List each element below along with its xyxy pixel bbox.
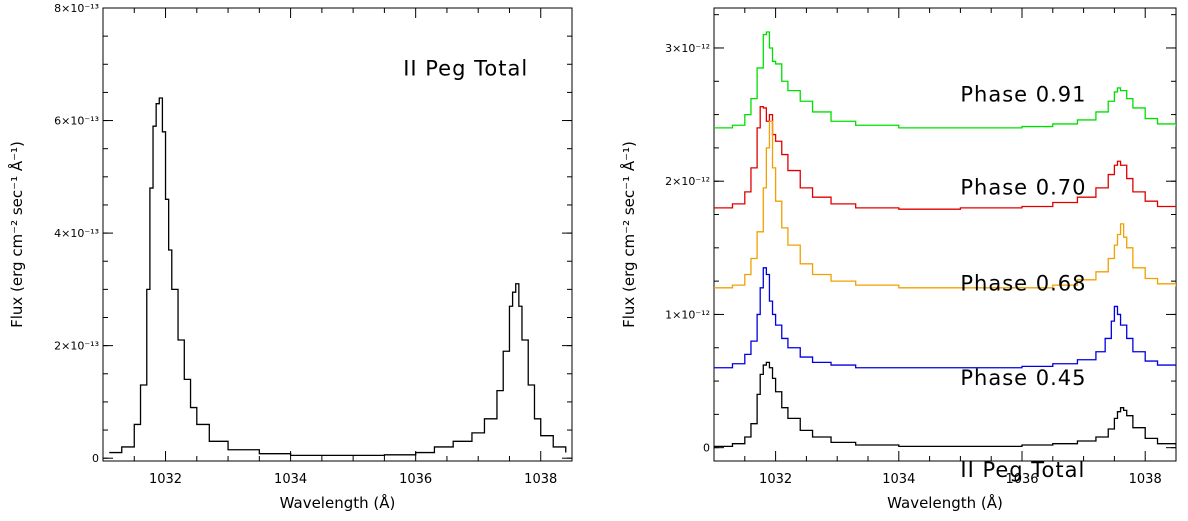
series-line: [714, 31, 1176, 129]
x-tick-label: 1032: [759, 472, 792, 487]
annotation-label: Phase 0.70: [960, 176, 1086, 200]
annotation-label: II Peg Total: [403, 57, 528, 81]
x-tick-label: 1038: [524, 472, 557, 487]
x-tick-label: 1032: [149, 472, 182, 487]
plot-frame: [713, 7, 1177, 462]
x-axis-title: Wavelength (Å): [887, 493, 1003, 512]
annotation-label: Phase 0.45: [960, 366, 1086, 390]
x-tick-label: 1034: [882, 472, 915, 487]
x-tick-label: 1034: [274, 472, 307, 487]
y-tick-label: 2×10⁻¹²: [665, 175, 710, 188]
y-tick-label: 0: [703, 442, 710, 455]
y-axis-title: Flux (erg cm⁻² sec⁻¹ Å⁻¹): [7, 141, 26, 328]
chart-right: 1032 1034 1036 1038 0 1×10⁻¹² 2×10⁻¹² 3×10⁻¹² Wa…: [619, 7, 1177, 512]
annotation-label: Phase 0.68: [960, 271, 1086, 295]
chart-left: 1032 1034 1036 1038 0 2×10⁻¹³ 4×10⁻¹³ 6×10⁻¹³ 8×…: [7, 2, 573, 512]
y-tick-label: 0: [92, 452, 99, 465]
x-tick-label: 1036: [399, 472, 432, 487]
y-tick-label: 3×10⁻¹²: [665, 42, 710, 55]
series-line: [714, 361, 1176, 447]
y-tick-label: 6×10⁻¹³: [54, 115, 99, 128]
y-tick-label: 2×10⁻¹³: [54, 340, 99, 353]
y-tick-label: 1×10⁻¹²: [665, 308, 710, 321]
y-tick-label: 4×10⁻¹³: [54, 227, 99, 240]
annotation-label: Phase 0.91: [960, 82, 1086, 106]
plot-frame: [102, 7, 573, 462]
annotation-label: II Peg Total: [960, 458, 1085, 482]
x-axis-title: Wavelength (Å): [280, 493, 396, 512]
y-tick-label: 8×10⁻¹³: [54, 2, 99, 15]
series-line: [714, 120, 1176, 289]
x-tick-label: 1036: [1005, 472, 1038, 487]
series-line: [714, 267, 1176, 369]
y-axis-title: Flux (erg cm⁻² sec⁻¹ Å⁻¹): [619, 141, 638, 328]
series-line: [714, 105, 1176, 210]
x-tick-label: 1038: [1129, 472, 1162, 487]
series-line: [109, 97, 567, 457]
